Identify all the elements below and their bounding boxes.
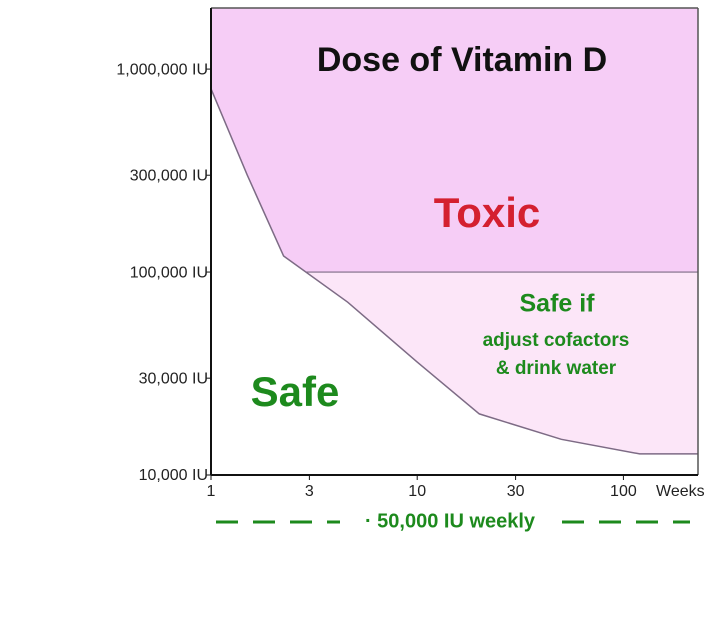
dose-curve xyxy=(210,88,698,455)
x-tick-label: 100 xyxy=(610,483,637,500)
toxic-label: Toxic xyxy=(434,189,541,236)
caution-label: Safe if xyxy=(519,290,595,318)
y-tick-label: 10,000 IU xyxy=(139,467,208,484)
y-tick-label: 30,000 IU xyxy=(139,370,208,387)
safe-label: Safe xyxy=(251,368,340,415)
safe-region xyxy=(211,88,698,476)
y-tick-label: 100,000 IU xyxy=(130,264,208,281)
x-tick-label: 3 xyxy=(305,483,314,500)
caution-note: & drink water xyxy=(496,358,617,379)
y-tick-label: 300,000 IU xyxy=(130,167,208,184)
caution-note: adjust cofactors xyxy=(483,330,630,351)
chart-title: Dose of Vitamin D xyxy=(317,41,607,79)
x-axis-label: Weeks xyxy=(656,483,705,500)
footnote: · 50,000 IU weekly xyxy=(365,510,536,532)
x-tick-label: 10 xyxy=(408,483,426,500)
x-tick-label: 30 xyxy=(507,483,525,500)
x-tick-label: 1 xyxy=(207,483,216,500)
y-tick-label: 1,000,000 IU xyxy=(116,61,208,78)
